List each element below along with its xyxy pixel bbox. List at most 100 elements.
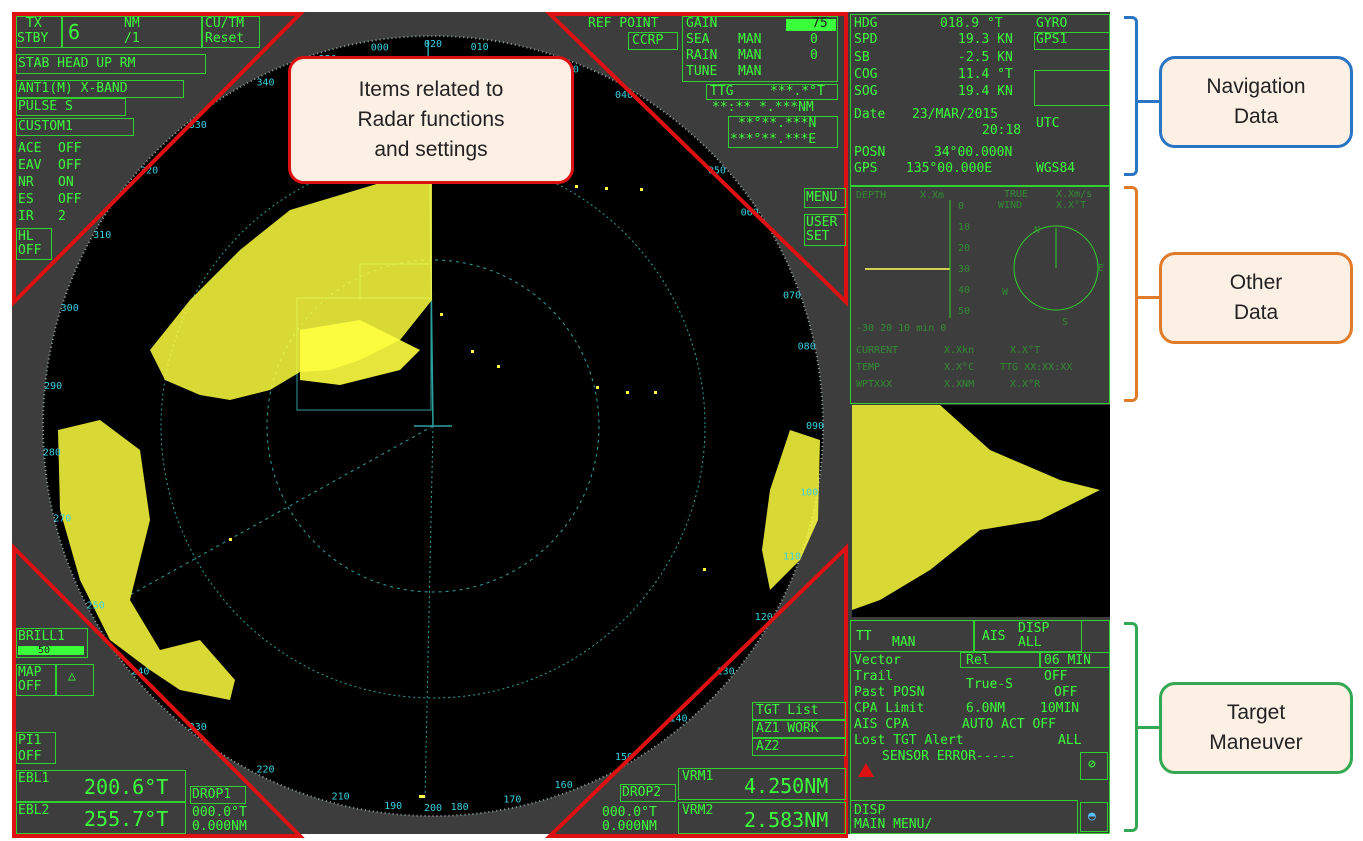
ttg-wpt: TTG XX:XX:XX [1000, 362, 1073, 373]
bearing-label: 240 [131, 667, 149, 678]
bearing-label: 160 [555, 780, 573, 791]
vrm1-value: 4.250NM [744, 774, 829, 798]
az1-button[interactable] [752, 720, 846, 738]
pulse-button[interactable] [16, 98, 126, 116]
depth-xaxis: -30 20 10 min 0 [856, 323, 947, 334]
az2-button[interactable] [752, 738, 846, 756]
hdg-label: HDG [854, 16, 878, 31]
menu-button[interactable] [804, 188, 846, 208]
bearing-label: 310 [93, 230, 111, 241]
status-row-ace-value[interactable]: OFF [58, 141, 82, 156]
lon-value: 135°00.000E [906, 161, 993, 176]
ais-disp-button[interactable] [974, 620, 1082, 652]
hl-label: HL [18, 229, 34, 244]
depth-scale-20: 20 [958, 243, 971, 254]
bearing-label: 090 [806, 421, 824, 432]
custom-button[interactable] [16, 118, 134, 136]
main-menu-label: MAIN MENU/ [854, 817, 933, 832]
triangle-button[interactable] [56, 664, 94, 696]
spd-value: 19.3 KN [958, 32, 1013, 47]
drop1-label: DROP1 [192, 787, 232, 802]
presentation-mode: STAB HEAD UP RM [18, 56, 136, 71]
ccrp-button[interactable] [628, 32, 678, 50]
cu-tm-reset-button[interactable] [202, 16, 260, 48]
drop1-range: 0.000NM [192, 819, 247, 834]
rain-label: RAIN [686, 48, 718, 63]
bearing-label: 300 [61, 303, 79, 314]
current-label: CURRENT [856, 345, 899, 356]
cpa-limit-label: CPA Limit [854, 701, 925, 716]
current-dir: X.X°T [1010, 345, 1041, 356]
drop2-button[interactable] [620, 784, 676, 802]
status-row-ir-label: IR [18, 209, 34, 224]
compass-s: S [1062, 317, 1069, 328]
vector-mode-button[interactable] [960, 652, 1040, 668]
alarm-ack-button[interactable] [1080, 752, 1108, 780]
trail-off: OFF [1044, 669, 1068, 684]
bearing-label: 130 [717, 667, 735, 678]
mode-icon-button[interactable] [1080, 802, 1108, 832]
corner-triangles [12, 12, 848, 838]
user-set-button[interactable] [804, 214, 846, 246]
disp-main-menu-button[interactable] [850, 800, 1078, 834]
range-button[interactable] [62, 16, 202, 48]
tt-button[interactable] [850, 620, 974, 652]
drop1-button[interactable] [190, 786, 246, 804]
callout-target-line2: Maneuver [1209, 731, 1303, 754]
vrm2-button[interactable] [678, 802, 846, 834]
gain-bar[interactable] [786, 19, 836, 31]
gain-sea-rain-tune-panel[interactable] [682, 16, 838, 82]
sensor-error: SENSOR ERROR----- [882, 749, 1016, 764]
past-posn-off: OFF [1054, 685, 1078, 700]
status-row-es-label: ES [18, 192, 34, 207]
tx-stby-button[interactable] [16, 16, 62, 48]
status-row-ace-label: ACE [18, 141, 42, 156]
map-button[interactable] [16, 664, 56, 696]
drop2-bearing: 000.0°T [602, 805, 657, 820]
vector-time-button[interactable] [1040, 652, 1110, 668]
ebl2-button[interactable] [16, 802, 186, 834]
status-row-nr-label: NR [18, 175, 34, 190]
vrm1-button[interactable] [678, 768, 846, 800]
bracket-nav-stub [1138, 100, 1159, 103]
ais-label: AIS [982, 629, 1006, 644]
ebl1-button[interactable] [16, 770, 186, 802]
status-row-es-value[interactable]: OFF [58, 192, 82, 207]
radar-echoes [58, 178, 820, 700]
antenna-select-button[interactable] [16, 80, 184, 98]
trail-label: Trail [854, 669, 894, 684]
blank-box [1034, 70, 1110, 106]
reset-label: Reset [205, 31, 245, 46]
bearing-label: 020 [424, 39, 442, 50]
ebl1-value: 200.6°T [84, 775, 169, 799]
lost-tgt-value: ALL [1058, 733, 1082, 748]
datum-label: WGS84 [1036, 161, 1076, 176]
sb-label: SB [854, 50, 870, 65]
hl-off-button[interactable] [16, 228, 52, 260]
compass-icon: ◓ [1088, 809, 1096, 824]
presentation-mode-button[interactable] [16, 54, 206, 74]
sb-value: -2.5 KN [958, 50, 1013, 65]
status-row-eav-value[interactable]: OFF [58, 158, 82, 173]
tgt-list-button[interactable] [752, 702, 846, 720]
depth-scale-40: 40 [958, 285, 971, 296]
status-row-nr-value[interactable]: ON [58, 175, 74, 190]
bearing-label: 180 [451, 802, 469, 813]
wind-label: WIND [998, 200, 1023, 211]
bearing-label: 110 [783, 552, 801, 563]
ais-cpa-auto: AUTO ACT OFF [962, 717, 1056, 732]
map-label: MAP [18, 665, 42, 680]
date-label: Date [854, 107, 886, 122]
spd-source-button[interactable] [1034, 32, 1110, 50]
posn-label: POSN [854, 145, 886, 160]
cog-value: 11.4 °T [958, 67, 1013, 82]
status-row-ir-value[interactable]: 2 [58, 209, 66, 224]
position-box [728, 116, 838, 148]
drop1-bearing: 000.0°T [192, 805, 247, 820]
current-speed: X.Xkn [944, 345, 975, 356]
pi-button[interactable] [16, 732, 56, 764]
brill-button[interactable] [16, 628, 88, 658]
brill-bar[interactable] [18, 646, 84, 655]
callout-radar-functions: Items related to Radar functions and set… [288, 56, 574, 184]
